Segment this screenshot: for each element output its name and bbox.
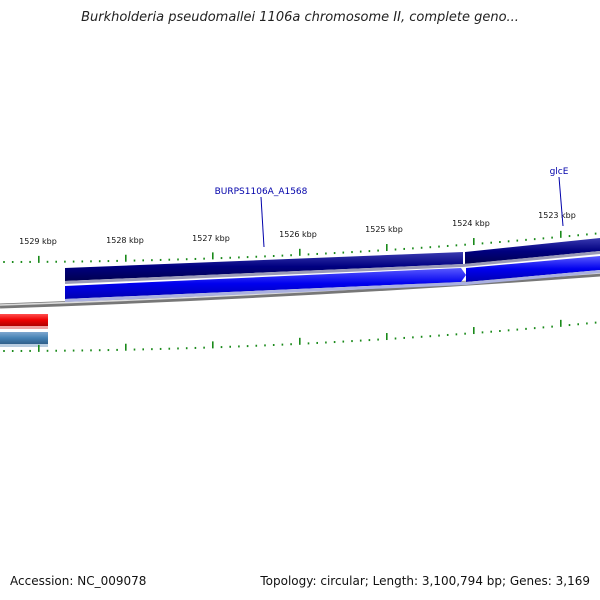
red-feature[interactable] [0, 314, 48, 326]
steelblue-feature[interactable] [0, 332, 48, 344]
reverse-cds-shadow [65, 251, 600, 284]
ruler-labels: 1529 kbp 1528 kbp 1527 kbp 1526 kbp 1525 kbp… [19, 211, 576, 246]
reverse-cds-track [65, 238, 600, 284]
gene-label[interactable]: BURPS1106A_A1568 [215, 187, 308, 197]
ruler-label: 1525 kbp [365, 225, 403, 234]
genome-stats-text: Topology: circular; Length: 3,100,794 bp… [260, 574, 590, 588]
ruler-label: 1527 kbp [192, 234, 230, 243]
steelblue-feature-shadow [0, 344, 48, 347]
gene-labels: BURPS1106A_A1568 glcE [215, 167, 569, 248]
ruler-label: 1529 kbp [19, 237, 57, 246]
accession-text: Accession: NC_009078 [10, 574, 147, 588]
forward-cds-track [65, 256, 600, 302]
ruler-label: 1528 kbp [106, 236, 144, 245]
ruler-label: 1526 kbp [279, 230, 317, 239]
ruler-label: 1523 kbp [538, 211, 576, 220]
ruler-ticks-upper [3, 230, 597, 263]
gene-label-leader [260, 196, 265, 248]
gene-label-leader [558, 176, 564, 227]
ruler-ticks-lower [3, 319, 597, 352]
ruler-label: 1524 kbp [452, 219, 490, 228]
cds-forward-1[interactable] [65, 268, 466, 299]
gene-label[interactable]: glcE [550, 167, 569, 177]
cds-glce[interactable] [465, 238, 600, 264]
map-title: Burkholderia pseudomallei 1106a chromoso… [81, 10, 519, 25]
cds-burps1106a-a1568[interactable] [65, 252, 463, 281]
red-feature-shadow [0, 326, 48, 329]
forward-cds-shadow [65, 270, 600, 302]
cds-forward-2[interactable] [466, 256, 600, 282]
